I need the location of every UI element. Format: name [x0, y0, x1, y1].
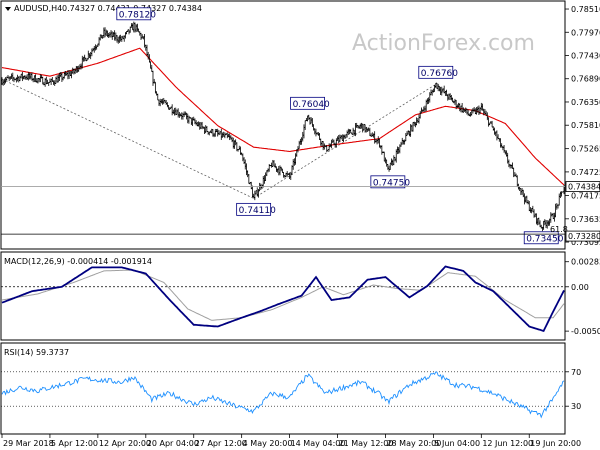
time-tick-label: 20 Apr 04:00: [147, 439, 199, 448]
macd-y-axis: 0.002839 0.00 -0.005021: [565, 258, 600, 336]
price-tag-box: [236, 202, 272, 216]
time-tick-label: 5 Jun 04:00: [434, 439, 480, 448]
time-tick-label: 28 May 20:00: [386, 439, 441, 448]
price-tag-box: [116, 7, 152, 21]
time-tick-label: 27 Apr 12:00: [195, 439, 247, 448]
symbol-dropdown-icon: [5, 7, 11, 11]
macd-panel-frame: [0, 251, 566, 341]
time-tick-label: 12 Apr 20:00: [99, 439, 151, 448]
macd-tick-label: -0.005021: [571, 327, 600, 336]
macd-main-line: [1, 265, 565, 332]
rsi-panel-frame: [0, 342, 566, 435]
macd-tick-label: 0.002839: [571, 258, 600, 267]
macd-label: MACD(12,26,9) -0.000414 -0.001914: [4, 257, 152, 266]
time-tick-label: 12 Jun 12:00: [482, 439, 533, 448]
price-tag-label: 0.74750: [373, 178, 410, 188]
moving-average-line: [1, 47, 565, 186]
current-price-box-bg: [565, 181, 600, 192]
fib-price-box-bg: [565, 230, 600, 242]
time-tick-label: 4 May 20:00: [243, 439, 293, 448]
price-tag-box: [370, 175, 406, 189]
current-price-box: 0.74384: [565, 181, 600, 192]
time-tick-label: 29 Mar 2018: [3, 439, 54, 448]
macd-lines: [1, 265, 565, 332]
price-tag-label: 0.76040: [293, 100, 330, 110]
rsi-tick-label: 30: [571, 402, 581, 411]
price-bars-layer: [1, 21, 565, 232]
fib-price-text: 0.73280: [568, 232, 600, 241]
price-annotations: 0.78120 0.74110 0.76040 0.74750 0.76760 0.734…: [116, 7, 564, 245]
fib-price-box: 0.73280: [565, 230, 600, 242]
price-tag-label: 0.78120: [119, 10, 156, 20]
rsi-line-layer: [1, 371, 565, 419]
trendline: [1, 78, 254, 199]
rsi-label: RSI(14) 59.3737: [4, 348, 69, 357]
rsi-tick-label: 70: [571, 368, 581, 377]
price-tick-label: 0.73635: [571, 215, 600, 224]
macd-signal-line: [1, 269, 565, 321]
price-tick-label: 0.75265: [571, 145, 600, 154]
time-tick-label: 14 May 04:00: [291, 439, 346, 448]
price-tick-label: 0.73095: [571, 238, 600, 247]
time-tick-label: 5 Apr 12:00: [51, 439, 98, 448]
price-tag-box: [418, 65, 454, 79]
price-tag-label: 0.73450: [526, 234, 563, 244]
symbol-text: AUDUSD,H4: [14, 4, 62, 13]
current-price-text: 0.74384: [568, 183, 600, 192]
time-tick-label: 19 Jun 20:00: [530, 439, 581, 448]
rsi-y-axis: 70 30: [1, 368, 581, 411]
fib-61-8-label: 61.8: [550, 225, 568, 234]
time-tick-label: 21 May 12:00: [339, 439, 394, 448]
symbol-label: AUDUSD,H4 0.74327 0.74431 0.74327 0.7438…: [5, 4, 202, 13]
watermark: ActionForex.com: [352, 31, 535, 56]
price-tag-box: [290, 96, 325, 110]
price-tick-label: 0.74175: [571, 192, 600, 201]
rsi-line: [1, 371, 565, 419]
price-tag-label: 0.76760: [421, 69, 458, 79]
moving-average-layer: [1, 47, 565, 186]
price-tag-box: [523, 231, 559, 245]
macd-tick-label: 0.00: [571, 283, 589, 292]
price-tag-label: 0.74110: [239, 206, 276, 216]
trendlines: [1, 78, 436, 199]
price-tick-label: 0.74725: [571, 168, 600, 177]
